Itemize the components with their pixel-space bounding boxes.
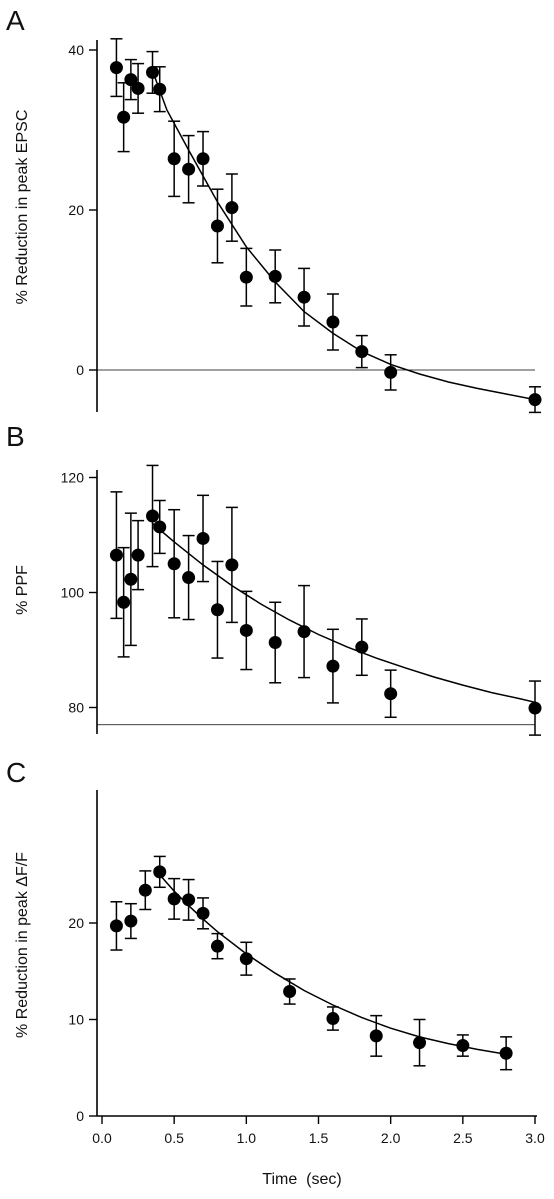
panel-letter-b: B [6, 421, 25, 452]
data-point-b [355, 640, 369, 654]
x-tick-label: 1.5 [309, 1130, 329, 1146]
data-point-a [117, 110, 131, 124]
data-point-b [146, 509, 160, 523]
y-tick-label-c: 0 [76, 1108, 84, 1124]
data-point-a [124, 73, 138, 87]
data-point-c [182, 893, 196, 907]
data-point-a [326, 315, 340, 329]
panel-letter-c: C [6, 757, 26, 788]
data-point-a [153, 82, 167, 96]
fit-curve-b [152, 522, 536, 704]
data-point-b [326, 659, 340, 673]
data-point-b [182, 571, 196, 585]
y-axis-title-b: % PPF [14, 565, 31, 615]
data-point-a [210, 219, 224, 233]
data-point-a [109, 61, 123, 75]
data-point-c [456, 1039, 470, 1053]
y-tick-label-a: 0 [76, 362, 84, 378]
data-point-c [124, 914, 138, 928]
data-point-c [369, 1029, 383, 1043]
x-tick-label: 1.0 [237, 1130, 257, 1146]
data-point-c [210, 939, 224, 953]
data-point-a [196, 152, 210, 166]
x-axis-title: Time (sec) [262, 1171, 341, 1188]
data-point-a [182, 162, 196, 176]
data-point-b [153, 520, 167, 534]
data-point-a [297, 290, 311, 304]
y-axis-title-a: % Reduction in peak EPSC [14, 110, 31, 305]
data-point-c [239, 952, 253, 966]
x-tick-label: 3.0 [525, 1130, 545, 1146]
y-axis-title-c: % Reduction in peak ΔF/F [14, 852, 31, 1038]
data-point-b [268, 636, 282, 650]
y-tick-label-b: 100 [61, 585, 85, 601]
data-point-b [239, 623, 253, 637]
panel-letter-a: A [6, 5, 25, 36]
data-point-a [268, 269, 282, 283]
data-point-c [153, 865, 167, 879]
data-point-c [283, 985, 297, 999]
data-point-a [167, 152, 181, 166]
data-point-b [384, 687, 398, 701]
data-point-a [131, 81, 145, 95]
data-point-b [117, 595, 131, 609]
data-point-b [528, 701, 542, 715]
data-point-c [326, 1012, 340, 1026]
data-point-b [124, 572, 138, 586]
data-point-a [239, 270, 253, 284]
data-point-c [196, 906, 210, 920]
data-point-b [196, 531, 210, 545]
data-point-a [225, 201, 239, 215]
panel-a: A % Reduction in peak EPSC 0 20 40 [6, 5, 542, 414]
data-point-b [225, 558, 239, 572]
data-point-b [109, 548, 123, 562]
y-tick-label-c: 10 [68, 1012, 84, 1028]
y-tick-label-c: 20 [68, 915, 84, 931]
x-tick-label: 0.0 [92, 1130, 112, 1146]
data-point-a [146, 65, 160, 79]
fit-curve-c [159, 874, 507, 1055]
data-point-a [384, 365, 398, 379]
data-point-c [499, 1046, 513, 1060]
data-point-b [167, 557, 181, 571]
panel-c: C % Reduction in peak ΔF/F Time (sec) 0 1… [6, 757, 545, 1188]
data-point-b [297, 625, 311, 639]
fit-curve-a [151, 70, 536, 401]
data-point-c [413, 1036, 427, 1050]
data-point-a [528, 393, 542, 407]
x-tick-label: 0.5 [164, 1130, 184, 1146]
y-tick-label-a: 40 [68, 42, 84, 58]
y-tick-label-b: 80 [68, 700, 84, 716]
data-point-c [138, 883, 152, 897]
data-point-b [131, 548, 145, 562]
data-point-a [355, 345, 369, 359]
data-point-c [109, 919, 123, 933]
x-tick-label: 2.5 [453, 1130, 473, 1146]
y-tick-label-b: 120 [61, 470, 85, 486]
y-tick-label-a: 20 [68, 202, 84, 218]
data-point-c [167, 892, 181, 906]
data-point-b [210, 603, 224, 617]
panel-b: B % PPF 80 100 120 [6, 421, 542, 736]
x-tick-label: 2.0 [381, 1130, 401, 1146]
